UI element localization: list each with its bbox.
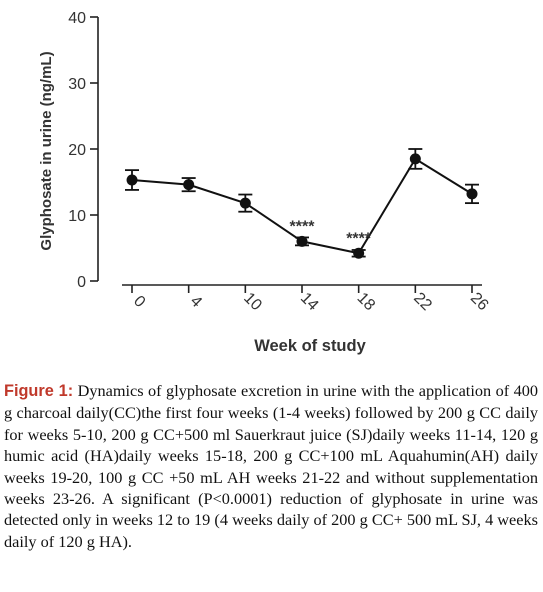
series (125, 148, 479, 259)
y-tick-label: 30 (68, 76, 86, 93)
data-point (239, 197, 251, 209)
x-tick-label: 14 (297, 290, 322, 315)
data-point (409, 153, 421, 165)
figure-caption-text: Dynamics of glyphosate excretion in urin… (4, 381, 538, 551)
x-tick-label: 22 (410, 290, 435, 315)
data-point (126, 174, 138, 186)
y-tick-label: 20 (68, 142, 86, 159)
x-axis-label: Week of study (254, 337, 366, 355)
data-point (183, 179, 195, 191)
x-axis: 0 4 10 14 18 22 26 (122, 284, 492, 315)
annotations: **** **** (290, 218, 372, 247)
y-axis-label: Glyphosate in urine (ng/mL) (38, 51, 55, 250)
data-point (353, 247, 365, 259)
x-tick-label: 10 (240, 290, 265, 315)
x-tick-label: 4 (187, 293, 205, 311)
y-tick-label: 0 (77, 274, 86, 291)
y-tick-label: 10 (68, 208, 86, 225)
data-point (466, 188, 478, 200)
x-tick-label: 26 (467, 290, 492, 315)
figure-label: Figure 1: (4, 382, 74, 400)
y-tick-label: 40 (68, 10, 86, 27)
y-axis: 0 10 20 30 40 (68, 10, 99, 291)
x-tick-label: 0 (130, 293, 148, 311)
figure-caption: Figure 1: Dynamics of glyphosate excreti… (4, 380, 538, 552)
glyphosate-line-chart: 0 10 20 30 40 0 4 10 14 18 22 26 **** **** Glyphosa… (38, 10, 492, 355)
data-point (296, 235, 308, 247)
significance-marker: **** (290, 218, 316, 235)
significance-marker: **** (346, 230, 372, 247)
x-tick-label: 18 (354, 290, 379, 315)
